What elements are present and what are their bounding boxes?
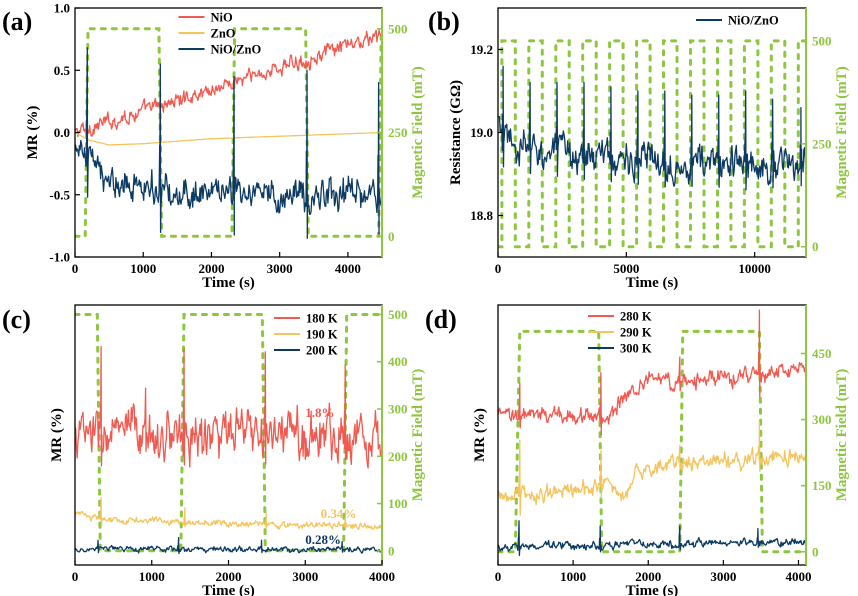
series-line-290-k [498,421,806,516]
y2-tick-label: 250 [388,125,408,140]
x-tick-label: 3000 [292,569,318,584]
legend-label: NiO/ZnO [728,14,779,28]
magnetic-field-line [498,329,806,554]
series-line-280-k [498,309,806,436]
y2-tick-label: 500 [388,21,408,36]
magnetic-field-line [75,27,382,238]
x-tick-label: 0 [72,569,79,584]
x-tick-label: 0 [495,569,502,584]
y2-tick-label: 500 [812,33,832,48]
y2-tick-label: 0 [812,239,819,254]
x-tick-label: 1000 [560,569,586,584]
y-tick-label: 0.0 [54,125,70,140]
x-tick-label: 4000 [369,569,395,584]
legend-label: 290 K [620,326,652,340]
x-tick-label: 4000 [785,569,811,584]
y-axis-title: MR (%) [25,106,41,160]
x-axis-title: Time (s) [202,275,255,291]
annotation-label: 0.28% [305,532,341,547]
y-axis-title: MR (%) [49,408,65,462]
x-tick-label: 5000 [613,261,639,276]
y2-tick-label: 100 [388,496,408,511]
y2-axis-title: Magnetic Field (mT) [410,369,426,501]
series-line-nio-zno [498,65,806,191]
x-axis-title: Time (s) [626,583,679,596]
x-tick-label: 3000 [710,569,736,584]
legend-label: NiO/ZnO [211,43,262,57]
x-tick-label: 0 [72,261,79,276]
legend: 180 K 190 K 200 K [274,312,338,358]
panel-label: (b) [428,7,460,36]
y-tick-label: 0.5 [54,63,71,78]
legend: NiO ZnO NiO/ZnO [178,11,262,57]
series-line-190-k [75,496,382,531]
chart-panel-b: (b) 0 5000 10000 18.8 19.0 19.2 0 250 500 Time (s)… [428,7,850,291]
y2-tick-label: 400 [388,354,408,369]
plot-frame [497,7,807,258]
y2-axis-title: Magnetic Field (mT) [834,369,850,501]
x-tick-label: 10000 [738,261,771,276]
series-line-zno [75,131,382,146]
y-axis-title: Resistance (GΩ) [448,80,464,185]
legend-label: 180 K [306,312,338,326]
legend-label: ZnO [211,27,236,41]
x-axis-title: Time (s) [626,275,679,291]
y2-tick-label: 250 [812,136,832,151]
y-tick-label: 1.0 [54,1,70,16]
y-tick-label: -0.5 [49,187,70,202]
y2-tick-label: 450 [812,346,832,361]
annotation-label: 0.34% [321,506,357,521]
annotation-label: 1.8% [305,405,334,420]
y2-tick-label: 300 [812,412,832,427]
legend-label: NiO [211,11,234,25]
x-tick-label: 2000 [216,569,242,584]
y2-axis-title: Magnetic Field (mT) [410,66,426,198]
y2-tick-label: 0 [388,543,395,558]
y-tick-label: -1.0 [49,250,70,265]
series-line-nio-zno [75,47,382,239]
y2-tick-label: 200 [388,449,408,464]
y2-tick-label: 0 [388,229,395,244]
series-line-180-k [75,345,382,469]
x-tick-label: 3000 [267,261,293,276]
panel-label: (c) [2,305,31,334]
y2-tick-label: 300 [388,402,408,417]
y-tick-label: 18.8 [470,208,493,223]
legend: NiO/ZnO [696,14,779,28]
legend-label: 300 K [620,342,652,356]
series-line-nio [75,29,382,138]
y2-tick-label: 150 [812,478,832,493]
legend: 280 K 290 K 300 K [588,310,652,356]
legend-label: 190 K [306,328,338,342]
panel-label: (a) [2,7,32,36]
plot-area [75,313,382,555]
y2-tick-label: 0 [812,544,819,559]
legend-label: 200 K [306,344,338,358]
panel-label: (d) [425,305,457,334]
x-axis-title: Time (s) [202,583,255,596]
x-tick-label: 1000 [139,569,165,584]
chart-panel-a: (a) 0 1000 2000 3000 4000 -1.0 -0.5 0.0 0.5 1.0 0 25… [2,1,426,292]
x-tick-label: 2000 [635,569,661,584]
magnetic-field-line [498,39,806,249]
y-axis-title: MR (%) [472,408,488,462]
x-tick-label: 4000 [335,261,361,276]
y2-axis-title: Magnetic Field (mT) [834,66,850,198]
y-tick-label: 19.0 [470,125,493,140]
chart-panel-c: (c) 1.8% 0.34% 0.28% 0 1000 2000 3000 4000 0 100 20… [2,304,426,596]
x-tick-label: 0 [495,261,502,276]
plot-area [498,39,806,249]
plot-area [498,309,806,557]
series-line-300-k [498,520,806,557]
x-tick-label: 2000 [198,261,224,276]
y-tick-label: 19.2 [470,42,493,57]
plot-area [75,27,382,239]
x-tick-label: 1000 [130,261,156,276]
series-line-200-k [75,537,382,555]
legend-label: 280 K [620,310,652,324]
y2-tick-label: 500 [388,307,408,322]
